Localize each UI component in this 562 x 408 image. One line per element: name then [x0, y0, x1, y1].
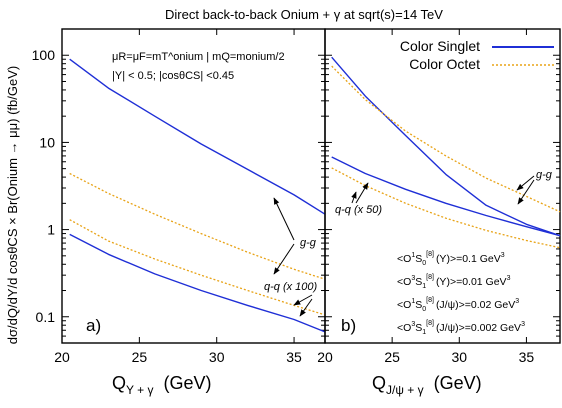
panel-b-arrow — [516, 175, 535, 191]
y-tick-label: 0.1 — [36, 309, 56, 325]
panel-a: 20 25 30 35 0.1 1 10 100 a) μR=μF=mT^onium | mQ… — [32, 28, 326, 397]
series-octet-curve-a3 — [69, 219, 326, 316]
x-tick-label-a: 20 — [54, 349, 70, 365]
panel-b-frame — [324, 28, 561, 344]
legend-label-singlet: Color Singlet — [400, 38, 480, 54]
x-axis-label-b: QJ/ψ + γ (GeV) — [372, 373, 482, 397]
ldme-item: <O1S0[8] (Υ)>=0.1 GeV3 — [397, 251, 505, 267]
series-octet-curve-b2 — [331, 65, 561, 213]
x-tick-label-b: 35 — [519, 349, 535, 365]
panel-a-info-scales: μR=μF=mT^onium | mQ=monium/2 — [112, 51, 285, 63]
panel-a-label: a) — [86, 316, 101, 335]
panel-b-arrow — [351, 191, 357, 204]
x-tick-label-b: 30 — [451, 349, 467, 365]
chart-title: Direct back-to-back Onium + γ at sqrt(s)… — [165, 7, 443, 22]
panel-b-arrow — [355, 182, 369, 204]
panel-a-annotation-gg: g-g — [300, 237, 317, 249]
series-singlet-curve-a1 — [69, 58, 326, 215]
series-singlet-curve-a4 — [69, 233, 326, 333]
panel-a-annotation-qq: q-q (x 100) — [264, 281, 318, 293]
series-octet-curve-a2 — [69, 172, 326, 280]
x-tick-label-a: 25 — [132, 349, 148, 365]
panel-a-info-cuts: |Y| < 0.5; |cosθCS| <0.45 — [112, 70, 234, 82]
panel-b-annotation-qq: q-q (x 50) — [335, 204, 382, 216]
ldme-item: <O3S1[8] (J/ψ)>=0.002 GeV3 — [397, 320, 525, 336]
y-tick-label: 10 — [39, 134, 55, 150]
x-tick-label-a: 35 — [286, 349, 302, 365]
x-axis-label-a: QΥ + γ (GeV) — [112, 373, 212, 397]
ldme-item: <O3S1[8] (Υ)>=0.01 GeV3 — [397, 274, 511, 290]
y-axis-label: dσ/dQ/dY/d cosθCS × Br(Onium → μμ) (fb/G… — [5, 66, 20, 344]
panel-a-arrow — [299, 298, 313, 317]
panel-b-ticks: 20 25 30 35 — [317, 28, 560, 365]
ldme-list: <O1S0[8] (Υ)>=0.1 GeV3 <O3S1[8] (Υ)>=0.01 … — [397, 251, 525, 336]
panel-b-label: b) — [341, 316, 356, 335]
panel-a-curves — [69, 58, 326, 333]
legend: Color Singlet Color Octet — [400, 38, 554, 72]
ldme-item: <O1S0[8] (J/ψ)>=0.02 GeV3 — [397, 297, 519, 313]
x-tick-label-b: 25 — [384, 349, 400, 365]
panel-a-arrow — [273, 197, 295, 241]
y-tick-label: 100 — [32, 47, 56, 63]
panel-b-arrow — [517, 179, 535, 205]
panel-b-annotation-gg: g-g — [536, 169, 553, 181]
panel-b-curves — [331, 56, 561, 249]
x-tick-label-a: 30 — [209, 349, 225, 365]
y-tick-label: 1 — [47, 222, 55, 238]
series-singlet-curve-b3 — [331, 156, 561, 237]
panel-a-arrow — [293, 294, 313, 306]
panel-a-ticks: 20 25 30 35 0.1 1 10 100 — [32, 28, 325, 365]
x-tick-label-b: 20 — [317, 349, 333, 365]
series-singlet-curve-b1 — [331, 56, 561, 237]
legend-label-octet: Color Octet — [409, 56, 480, 72]
panel-b: 20 25 30 35 b) Color Singlet Color Octet g-… — [317, 28, 561, 397]
panel-a-arrow — [273, 243, 295, 275]
